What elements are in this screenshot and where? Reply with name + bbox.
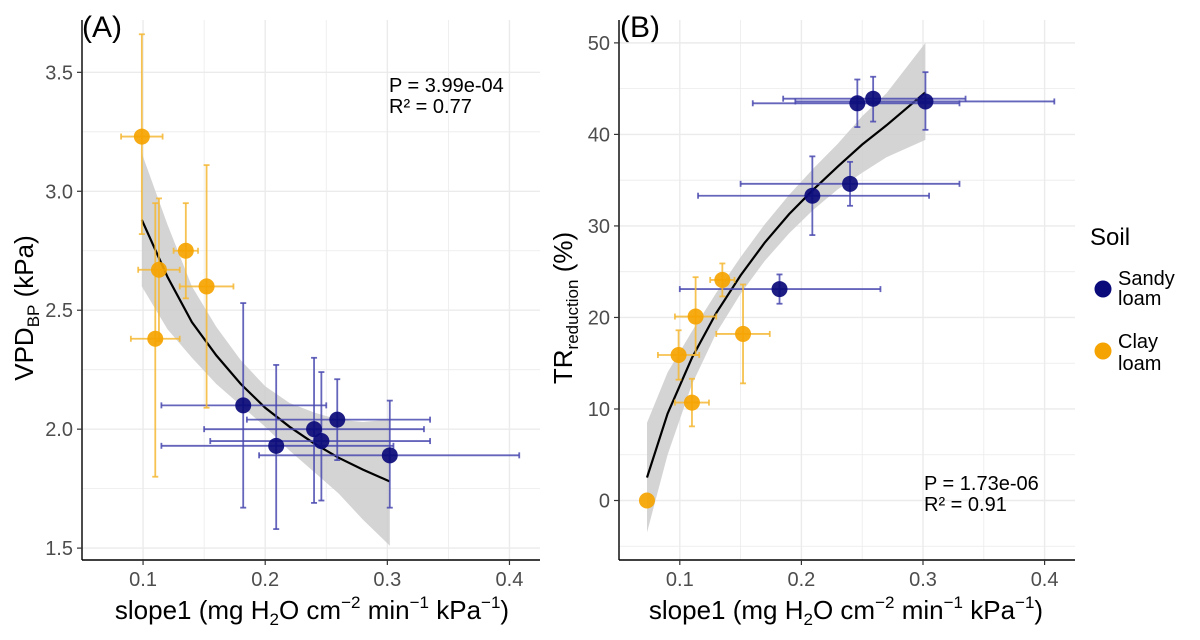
panel-a-y-axis-title: VPDBP (kPa): [9, 235, 43, 381]
legend-label-sandy-line1: Sandy: [1118, 268, 1175, 290]
panel-a-point-sandy-loam: [329, 411, 346, 428]
legend-label-clay-line1: Clay: [1118, 331, 1158, 353]
panel-a-y-tick-label: 3.0: [45, 181, 73, 203]
panel-a-x-axis-title: slope1 (mg H2O cm−2 min−1 kPa−1): [115, 593, 509, 629]
panel-b-label: (B): [620, 11, 660, 44]
panel-b-axes: [618, 20, 1075, 561]
panel-b-point-sandy-loam: [917, 93, 934, 110]
panel-b-point-sandy-loam: [849, 95, 866, 112]
panel-a-point-sandy-loam: [313, 433, 330, 450]
panel-b-fit-line: [645, 91, 927, 478]
legend-swatch-sandy-loam: [1094, 280, 1112, 298]
panel-a-r-squared: R² = 0.77: [389, 96, 472, 118]
panel-a-ribbon-area: [141, 153, 390, 546]
panel-a-point-clay-loam: [147, 330, 164, 347]
panel-b-point-sandy-loam: [804, 187, 821, 204]
panel-a-point-clay-loam: [198, 278, 215, 295]
panel-b-x-axis-title: slope1 (mg H2O cm−2 min−1 kPa−1): [649, 593, 1043, 629]
panel-b-point-clay-loam: [683, 394, 700, 411]
panel-a-axes: [81, 20, 540, 561]
panel-b-r-squared: R² = 0.91: [924, 494, 1007, 516]
panel-a-confidence-band: [141, 153, 390, 546]
panel-b-ribbon-area: [647, 42, 926, 533]
panel-a-x-tick-label: 0.3: [373, 569, 401, 591]
panel-a-points: [133, 128, 398, 464]
panel-b-fit-curve: [645, 91, 927, 478]
panel-a-tick-labels: 0.1 0.2 0.3 0.4 1.5 2.0 2.5 3.0 3.5: [45, 62, 523, 591]
panel-b-point-clay-loam: [638, 492, 655, 509]
panel-b-y-tick-label: 50: [588, 33, 610, 55]
panel-b-y-tick-label: 40: [588, 124, 610, 146]
panel-b-p-value: P = 1.73e-06: [924, 473, 1039, 495]
legend-title: Soil: [1090, 224, 1130, 251]
panel-a-fit-line: [140, 219, 391, 483]
panel-b-x-tick-label: 0.2: [787, 569, 815, 591]
panel-b-x-tick-label: 0.4: [1031, 569, 1059, 591]
panel-b-points: [638, 90, 934, 509]
panel-b-point-sandy-loam: [842, 175, 859, 192]
legend-label-sandy-line2: loam: [1118, 288, 1161, 310]
panel-a-point-clay-loam: [177, 242, 194, 259]
panel-a-x-tick-label: 0.2: [251, 569, 279, 591]
panel-b-x-tick-label: 0.1: [666, 569, 694, 591]
panel-b-y-axis-title: TRreduction (%): [548, 232, 582, 384]
panel-b: (B) 0.1 0.2 0.3 0.4 0 10 20 30 40 50 P = 1.73e-06…: [548, 11, 1075, 629]
panel-b-y-tick-label: 10: [588, 399, 610, 421]
panel-a-point-sandy-loam: [235, 397, 252, 414]
panel-b-y-tick-label: 0: [599, 491, 610, 513]
panel-a-y-tick-label: 1.5: [45, 538, 73, 560]
panel-a-p-value: P = 3.99e-04: [389, 75, 504, 97]
legend-label-clay-line2: loam: [1118, 353, 1161, 375]
panel-b-point-clay-loam: [735, 325, 752, 342]
panel-a-point-sandy-loam: [381, 447, 398, 464]
panel-a-y-tick-label: 2.0: [45, 419, 73, 441]
panel-b-point-clay-loam: [714, 271, 731, 288]
panel-a-y-tick-label: 2.5: [45, 300, 73, 322]
panel-b-point-sandy-loam: [865, 90, 882, 107]
panel-a-point-sandy-loam: [306, 421, 323, 438]
panel-a-fit-curve: [140, 219, 391, 483]
panel-a-point-sandy-loam: [268, 437, 285, 454]
panel-b-y-tick-label: 30: [588, 216, 610, 238]
panel-b-confidence-band: [647, 42, 926, 533]
panel-b-point-sandy-loam: [771, 281, 788, 298]
panel-a-x-tick-label: 0.1: [129, 569, 157, 591]
panel-b-tick-labels: 0.1 0.2 0.3 0.4 0 10 20 30 40 50: [588, 33, 1059, 591]
legend-swatch-clay-loam: [1094, 342, 1112, 360]
panel-a-point-clay-loam: [133, 128, 150, 145]
panel-a-point-clay-loam: [150, 261, 167, 278]
panel-a-y-tick-label: 3.5: [45, 62, 73, 84]
panel-b-point-clay-loam: [687, 308, 704, 325]
panel-a-x-tick-label: 0.4: [496, 569, 524, 591]
panel-a: (A) 0.1 0.2 0.3 0.4 1.5 2.0 2.5 3.0 3.5 P = 3.99…: [9, 11, 540, 629]
legend: Soil Sandy loam Clay loam: [1090, 224, 1175, 375]
panel-b-y-tick-label: 20: [588, 307, 610, 329]
panel-b-x-tick-label: 0.3: [909, 569, 937, 591]
panel-b-point-clay-loam: [670, 346, 687, 363]
panel-a-label: (A): [82, 11, 122, 44]
